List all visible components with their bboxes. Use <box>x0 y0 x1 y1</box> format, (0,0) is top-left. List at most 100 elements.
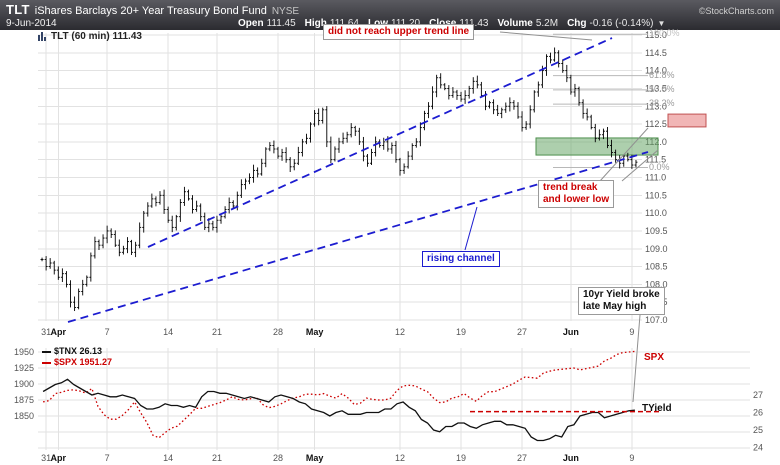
svg-text:14: 14 <box>163 453 173 463</box>
fib-label-0: 0.0% <box>649 161 670 172</box>
tnx-line-swatch <box>42 350 51 353</box>
svg-text:110.5: 110.5 <box>645 190 667 200</box>
svg-text:31: 31 <box>41 327 51 337</box>
svg-text:21: 21 <box>212 327 222 337</box>
quote-value-close: 111.43 <box>459 18 488 29</box>
svg-text:19: 19 <box>456 453 466 463</box>
axis-labels: 115.0114.5114.0113.5113.0112.5112.0111.5… <box>14 30 763 463</box>
svg-text:May: May <box>306 327 324 337</box>
svg-text:Apr: Apr <box>51 327 67 337</box>
quote-value-high: 111.64 <box>330 18 359 29</box>
svg-text:1925: 1925 <box>14 363 34 373</box>
annotation-rising-channel: rising channel <box>422 251 500 267</box>
svg-text:May: May <box>306 453 324 463</box>
svg-text:19: 19 <box>456 327 466 337</box>
quote-value-chg: -0.16 (-0.14%) <box>589 18 654 29</box>
tyield-series-label: TYield <box>642 403 672 414</box>
quote-value-volume: 5.2M <box>535 18 559 29</box>
quote-value-low: 111.20 <box>391 18 420 29</box>
rising-channel-upper-line <box>147 37 613 248</box>
svg-text:27: 27 <box>517 327 527 337</box>
svg-text:Jun: Jun <box>563 453 579 463</box>
fib-label-61.8: 61.8% <box>649 69 675 80</box>
svg-text:7: 7 <box>105 327 110 337</box>
annotation-trend-break-line2: and lower low <box>543 194 610 205</box>
quote-label-high: High <box>304 18 327 29</box>
svg-text:109.5: 109.5 <box>645 226 668 236</box>
tnx-line <box>42 378 635 442</box>
svg-text:Apr: Apr <box>51 453 67 463</box>
svg-text:27: 27 <box>517 453 527 463</box>
fib-label-38.2: 38.2% <box>649 98 675 109</box>
svg-text:111.5: 111.5 <box>645 155 666 165</box>
svg-text:7: 7 <box>105 453 110 463</box>
fib-lines <box>553 33 648 169</box>
svg-text:110.0: 110.0 <box>645 208 667 218</box>
svg-text:24: 24 <box>753 443 763 453</box>
svg-text:27: 27 <box>753 390 763 400</box>
svg-text:21: 21 <box>212 453 222 463</box>
stockcharts-credit: ©StockCharts.com <box>698 6 774 16</box>
svg-text:114.0: 114.0 <box>645 66 667 76</box>
quote-value-open: 111.45 <box>266 18 296 29</box>
svg-text:31: 31 <box>41 453 51 463</box>
rising-channel-lower-line <box>67 151 649 323</box>
gridlines <box>38 33 750 450</box>
annotation-trend-break-line1: trend break <box>543 182 598 193</box>
svg-text:12: 12 <box>395 327 405 337</box>
spx-line <box>42 350 635 439</box>
main-chart-legend-text: TLT (60 min) 111.43 <box>51 31 142 42</box>
sharpchart-icon <box>38 32 46 41</box>
spx-line-swatch <box>42 361 51 364</box>
resistance-zone <box>667 113 707 128</box>
annotation-trend-break: trend break and lower low <box>538 180 615 208</box>
svg-text:107.0: 107.0 <box>645 315 668 325</box>
symbol: TLT <box>6 2 30 17</box>
svg-text:1950: 1950 <box>14 347 34 357</box>
annotation-no-upper-trendline: did not reach upper trend line <box>323 24 475 40</box>
svg-text:114.5: 114.5 <box>645 48 667 58</box>
svg-text:112.5: 112.5 <box>645 119 667 129</box>
svg-text:25: 25 <box>753 425 763 435</box>
quote-label-volume: Volume <box>497 18 533 29</box>
svg-text:113.0: 113.0 <box>645 101 667 111</box>
spx-series-label: SPX <box>644 352 665 363</box>
svg-text:Jun: Jun <box>563 327 579 337</box>
quote-label-close: Close <box>429 18 456 29</box>
spx-legend-text: $SPX 1951.27 <box>54 357 113 367</box>
spx-legend-row: $SPX 1951.27 <box>42 357 112 368</box>
annotation-yield-break-line1: 10yr Yield broke <box>583 289 660 300</box>
svg-text:1850: 1850 <box>14 411 34 421</box>
exchange: NYSE <box>271 6 300 17</box>
svg-text:12: 12 <box>395 453 405 463</box>
quote-date: 9-Jun-2014 <box>6 18 57 29</box>
quote-label-open: Open <box>238 18 264 29</box>
svg-text:111.0: 111.0 <box>645 173 666 183</box>
svg-text:28: 28 <box>273 327 283 337</box>
support-zone <box>535 137 659 156</box>
svg-text:108.0: 108.0 <box>645 279 668 289</box>
fund-name: iShares Barclays 20+ Year Treasury Bond … <box>34 5 267 17</box>
svg-text:115.0: 115.0 <box>645 30 667 40</box>
tnx-legend-row: $TNX 26.13 <box>42 346 112 357</box>
tnx-legend-text: $TNX 26.13 <box>54 346 103 356</box>
svg-text:109.0: 109.0 <box>645 244 668 254</box>
svg-text:113.5: 113.5 <box>645 83 667 93</box>
quote-label-chg: Chg <box>567 18 587 29</box>
main-chart-legend: TLT (60 min) 111.43 <box>37 31 142 42</box>
svg-text:26: 26 <box>753 408 763 418</box>
svg-text:1875: 1875 <box>14 395 34 405</box>
lower-chart-legend: $TNX 26.13 $SPX 1951.27 <box>42 346 112 368</box>
svg-text:28: 28 <box>273 453 283 463</box>
fib-label-50: 50.0% <box>649 83 675 94</box>
annotation-yield-break: 10yr Yield broke late May high <box>578 287 665 315</box>
annotation-pointers <box>464 31 659 403</box>
svg-text:108.5: 108.5 <box>645 262 668 272</box>
svg-text:9: 9 <box>629 327 634 337</box>
quote-label-low: Low <box>368 18 388 29</box>
annotation-yield-break-line2: late May high <box>583 301 647 312</box>
fib-label-100: 100.0% <box>649 28 680 39</box>
svg-text:1900: 1900 <box>14 379 34 389</box>
chg-down-arrow-icon: ▼ <box>657 19 666 28</box>
